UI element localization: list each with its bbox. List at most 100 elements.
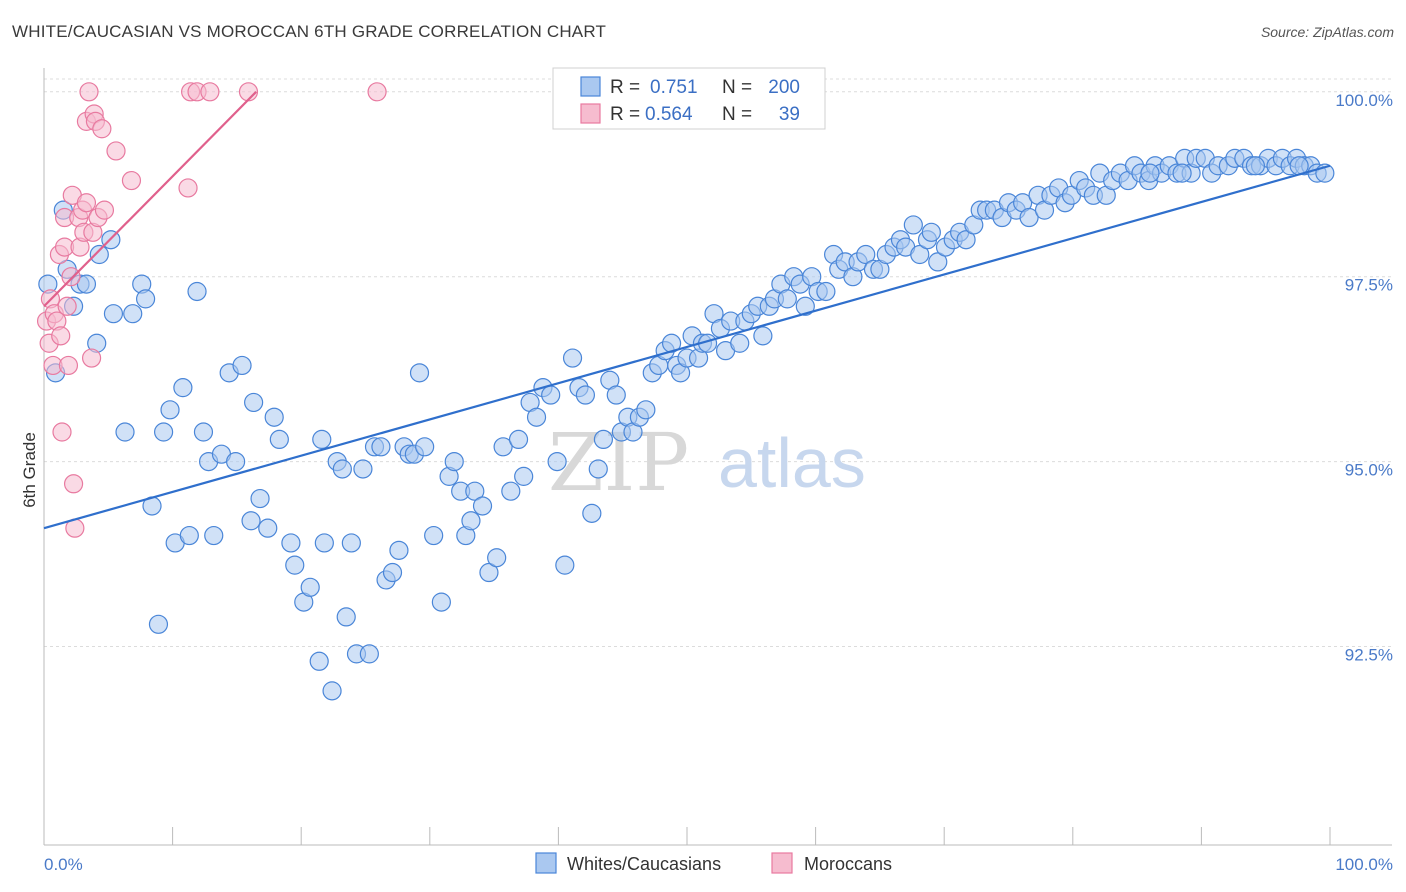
bottom-legend-whites: Whites/Caucasians [567, 854, 721, 874]
whites-point-32 [250, 488, 270, 509]
moroccans-point-36 [200, 82, 220, 102]
moroccans-point-15 [63, 474, 84, 494]
bottom-legend-swatch-moroccans [771, 852, 793, 874]
moroccans-point-12 [58, 355, 79, 376]
whites-point-49 [353, 459, 373, 479]
whites-point-69 [472, 496, 493, 516]
whites-point-20 [173, 378, 193, 398]
moroccans-point-24 [81, 348, 102, 368]
whites-point-28 [226, 451, 246, 472]
whites-point-64 [444, 451, 464, 472]
whites-point-72 [493, 437, 513, 457]
whites-point-74 [508, 429, 529, 450]
series-legend: Whites/Caucasians Moroccans [535, 852, 892, 874]
series-moroccans-points [36, 82, 387, 538]
whites-point-37 [285, 555, 305, 575]
chart-title: WHITE/CAUCASIAN VS MOROCCAN 6TH GRADE CO… [12, 22, 607, 41]
y-tick-labels: 92.5% 95.0% 97.5% 100.0% [1335, 91, 1393, 665]
moroccans-point-32 [121, 170, 142, 191]
chart-source: Source: ZipAtlas.com [1260, 24, 1394, 40]
legend-r-label-2: R = [610, 104, 640, 125]
x-tick-label-1: 100.0% [1335, 855, 1393, 874]
moroccans-trend-line [43, 91, 257, 308]
moroccans-point-31 [106, 141, 126, 161]
whites-point-118 [777, 289, 797, 309]
whites-point-140 [921, 222, 941, 242]
whites-point-36 [281, 533, 301, 553]
whites-point-121 [795, 296, 815, 316]
whites-point-75 [514, 466, 534, 486]
whites-point-45 [332, 459, 352, 479]
legend-swatch-pink [580, 103, 601, 124]
whites-point-14 [135, 289, 156, 309]
whites-point-71 [487, 548, 507, 568]
whites-point-43 [322, 681, 342, 701]
whites-point-30 [241, 511, 261, 531]
whites-point-145 [956, 230, 976, 250]
x-tick-labels: 0.0% 100.0% [44, 855, 1393, 874]
legend-n-label-2: N = [722, 104, 752, 125]
whites-point-55 [389, 540, 409, 560]
whites-point-54 [382, 562, 403, 583]
whites-point-52 [371, 437, 391, 457]
whites-point-18 [160, 400, 180, 420]
whites-point-86 [588, 459, 608, 479]
y-axis-label: 6th Grade [20, 432, 39, 508]
whites-point-67 [461, 511, 481, 531]
moroccans-point-29 [92, 119, 112, 139]
stats-legend: R = 0.751 N = 200 R = 0.564 N = 39 [552, 67, 826, 130]
moroccans-point-21 [76, 193, 97, 213]
moroccans-point-30 [94, 200, 115, 220]
whites-point-138 [910, 244, 930, 265]
whites-point-114 [753, 326, 773, 346]
moroccans-point-7 [51, 326, 71, 346]
bottom-legend-swatch-whites [535, 852, 557, 874]
whites-point-22 [187, 281, 207, 302]
whites-point-61 [424, 525, 444, 546]
y-tick-label-0: 92.5% [1345, 645, 1393, 664]
y-tick-label-2: 97.5% [1345, 276, 1393, 295]
whites-point-39 [300, 577, 320, 597]
whites-point-17 [153, 422, 174, 442]
y-tick-label-3: 100.0% [1335, 91, 1393, 110]
whites-point-60 [415, 437, 435, 457]
whites-point-34 [264, 407, 284, 427]
whites-point-81 [555, 555, 575, 575]
whites-point-82 [562, 348, 583, 368]
whites-point-197 [1245, 156, 1266, 176]
whites-point-10 [103, 304, 124, 324]
moroccans-point-11 [57, 296, 77, 316]
moroccans-point-8 [52, 422, 72, 442]
bottom-legend-moroccans: Moroccans [804, 854, 892, 874]
moroccans-point-23 [79, 82, 99, 102]
whites-point-124 [816, 281, 836, 302]
whites-point-80 [547, 451, 567, 472]
whites-point-154 [1019, 207, 1039, 228]
whites-point-73 [501, 481, 521, 501]
whites-point-199 [1140, 163, 1160, 183]
legend-n-label-1: N = [722, 77, 752, 98]
whites-point-21 [179, 525, 199, 546]
whites-point-77 [526, 407, 547, 427]
whites-point-130 [856, 244, 876, 265]
watermark: ZIP atlas [548, 416, 866, 509]
whites-trend-line [43, 164, 1331, 530]
whites-point-29 [232, 355, 252, 376]
series-whites-points [38, 148, 1335, 701]
axes [43, 68, 1392, 846]
whites-point-62 [431, 592, 451, 612]
legend-n-value-2: 39 [779, 104, 800, 125]
whites-point-12 [123, 304, 143, 324]
watermark-atlas: atlas [718, 424, 866, 502]
whites-point-87 [593, 429, 614, 450]
whites-point-59 [409, 363, 430, 383]
legend-r-label-1: R = [610, 77, 640, 98]
whites-point-42 [312, 429, 332, 450]
legend-r-value-2: 0.564 [645, 104, 693, 125]
legend-r-value-1: 0.751 [650, 77, 698, 98]
whites-point-6 [76, 274, 97, 294]
whites-point-23 [193, 422, 214, 442]
whites-point-35 [269, 429, 289, 450]
moroccans-point-13 [61, 267, 81, 287]
